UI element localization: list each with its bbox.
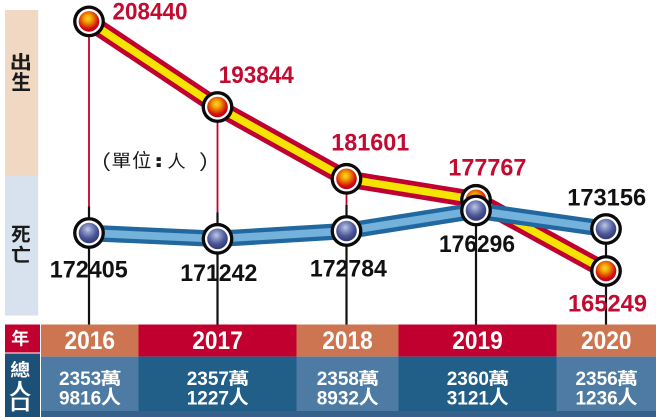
svg-text:1227: 1227 bbox=[187, 388, 229, 409]
svg-text:2360: 2360 bbox=[447, 369, 489, 390]
svg-text:2018: 2018 bbox=[322, 327, 373, 355]
svg-text:165249: 165249 bbox=[568, 290, 647, 317]
svg-text:2017: 2017 bbox=[192, 327, 243, 355]
svg-text:176296: 176296 bbox=[439, 231, 515, 258]
svg-text:2016: 2016 bbox=[65, 327, 116, 355]
svg-text:8932: 8932 bbox=[317, 388, 359, 409]
svg-text:9816: 9816 bbox=[59, 388, 101, 409]
svg-text:2020: 2020 bbox=[581, 327, 632, 355]
svg-text:172784: 172784 bbox=[310, 256, 388, 283]
svg-text:1236: 1236 bbox=[575, 388, 617, 409]
svg-text:2019: 2019 bbox=[452, 327, 503, 355]
svg-text:177767: 177767 bbox=[448, 155, 526, 182]
svg-text:193844: 193844 bbox=[219, 62, 295, 89]
svg-text:2356: 2356 bbox=[575, 369, 617, 390]
svg-text:208440: 208440 bbox=[113, 0, 188, 25]
svg-text:171242: 171242 bbox=[180, 260, 257, 287]
svg-text:172405: 172405 bbox=[50, 257, 128, 284]
svg-text:3121: 3121 bbox=[447, 388, 490, 409]
svg-text:2358: 2358 bbox=[317, 369, 359, 390]
svg-text:2353: 2353 bbox=[59, 369, 101, 390]
svg-text:173156: 173156 bbox=[567, 185, 646, 212]
svg-text:181601: 181601 bbox=[331, 130, 409, 157]
svg-text:2357: 2357 bbox=[187, 369, 229, 390]
